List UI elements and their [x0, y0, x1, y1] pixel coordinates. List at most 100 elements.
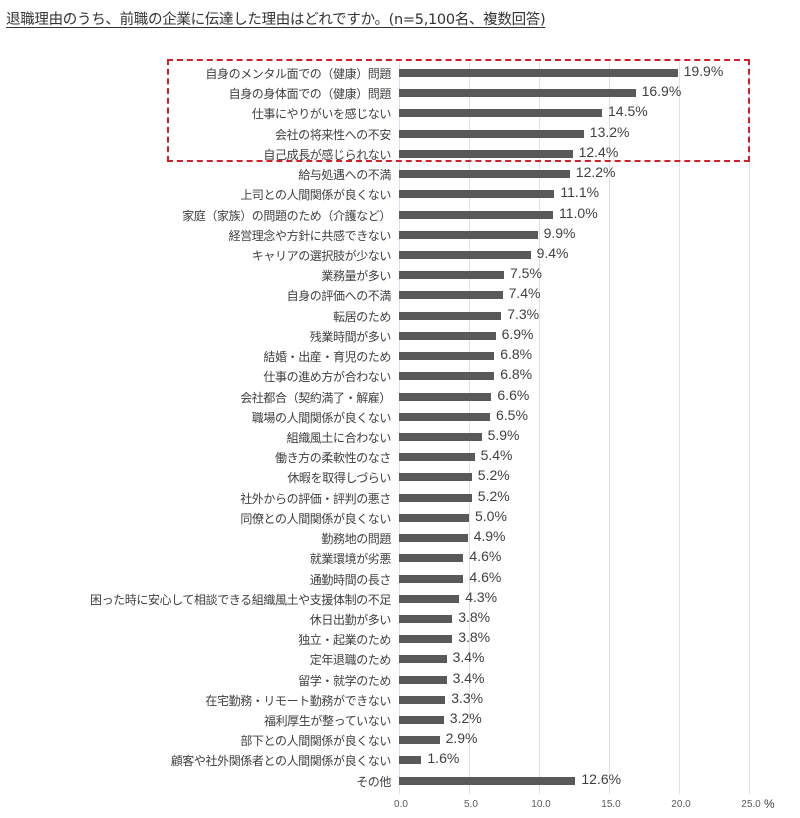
bar	[399, 190, 555, 199]
category-label: 職場の人間関係が良くない	[251, 410, 392, 425]
category-label: 顧客や社外関係者との人間関係が良くない	[170, 754, 392, 769]
value-label: 7.3%	[507, 305, 540, 322]
bar	[399, 170, 570, 179]
value-label: 6.8%	[500, 366, 533, 383]
bar-row: 仕事の進め方が合わない 6.8%	[0, 366, 800, 386]
bar	[399, 331, 496, 340]
category-label: 上司との人間関係が良くない	[240, 188, 391, 203]
value-label: 11.1%	[560, 184, 600, 201]
category-label: 勤務地の問題	[321, 532, 391, 547]
value-label: 3.2%	[449, 710, 482, 727]
category-label: 給与処遇への不満	[298, 168, 391, 183]
bar	[399, 776, 576, 785]
x-tick-label: 15.0	[601, 799, 621, 810]
bar	[399, 453, 475, 462]
bar-row: 働き方の柔軟性のなさ 5.4%	[0, 447, 800, 467]
value-label: 5.4%	[480, 447, 513, 464]
bar	[399, 635, 453, 644]
bar	[399, 230, 538, 239]
category-label: 就業環境が劣悪	[309, 552, 392, 567]
bar-row: 困った時に安心して相談できる組織風土や支援体制の不足 4.3%	[0, 589, 800, 609]
value-label: 5.9%	[487, 426, 520, 443]
category-label: 組織風土に合わない	[286, 430, 392, 445]
bar	[399, 271, 504, 280]
value-label: 13.2%	[589, 123, 630, 140]
value-label: 12.4%	[578, 143, 619, 160]
bar-row: 留学・就学のため 3.4%	[0, 670, 800, 690]
bar	[399, 392, 492, 401]
bar-row: その他 12.6%	[0, 771, 800, 791]
value-label: 11.0%	[559, 204, 598, 221]
category-label: 自身の評価への不満	[286, 289, 392, 304]
bar-row: 会社都合（契約満了・解雇） 6.6%	[0, 387, 800, 407]
bar	[399, 69, 678, 77]
value-label: 5.2%	[477, 487, 510, 504]
category-label: 働き方の柔軟性のなさ	[274, 451, 391, 466]
bar-row: 在宅勤務・リモート勤務ができない 3.3%	[0, 690, 800, 710]
x-tick-label: 0.0	[394, 799, 408, 810]
bar-row: 通勤時間の長さ 4.6%	[0, 569, 800, 589]
bar	[399, 716, 444, 725]
value-label: 3.8%	[458, 629, 491, 646]
bar	[399, 736, 440, 745]
bar-row: 経営理念や方針に共感できない 9.9%	[0, 225, 800, 245]
category-label: 経営理念や方針に共感できない	[228, 228, 392, 243]
value-label: 6.8%	[500, 346, 533, 363]
category-label: 通勤時間の長さ	[309, 572, 392, 587]
bar	[399, 513, 469, 522]
category-label: 休暇を取得しづらい	[287, 471, 391, 486]
bar-row: 転居のため 7.3%	[0, 306, 800, 326]
bar	[399, 594, 460, 603]
bar-row: 就業環境が劣悪 4.6%	[0, 548, 800, 568]
bar	[399, 432, 482, 441]
bar-row: 自身の評価への不満 7.4%	[0, 285, 800, 305]
category-label: 業務量が多い	[321, 269, 391, 284]
bar	[399, 291, 503, 300]
category-label: 自身のメンタル面での（健康）問題	[205, 67, 391, 81]
category-label: 部下との人間関係が良くない	[240, 734, 391, 749]
value-label: 19.9%	[683, 63, 724, 79]
value-label: 16.9%	[641, 83, 682, 100]
gridline	[609, 62, 610, 794]
bar-row: 社外からの評価・評判の悪さ 5.2%	[0, 488, 800, 508]
x-tick-label: 20.0	[671, 799, 691, 810]
bar-row: 上司との人間関係が良くない 11.1%	[0, 184, 800, 204]
bar	[399, 129, 584, 138]
gridline	[679, 62, 680, 794]
bar-row: 会社の将来性への不安 13.2%	[0, 124, 800, 144]
bar	[399, 473, 472, 482]
category-label: 会社の将来性への不安	[274, 127, 391, 142]
bar-row: 勤務地の問題 4.9%	[0, 528, 800, 548]
value-label: 3.3%	[451, 689, 484, 706]
bar	[399, 311, 502, 320]
category-label: 転居のため	[332, 309, 391, 324]
bar-row: 定年退職のため 3.4%	[0, 649, 800, 669]
bar-row: 家庭（家族）の問題のため（介護など） 11.0%	[0, 205, 800, 225]
gridline	[539, 62, 540, 794]
category-label: キャリアの選択肢が少ない	[251, 248, 392, 263]
category-label: 結婚・出産・育児のため	[263, 350, 391, 365]
x-tick-label: 25.0	[741, 799, 761, 810]
bar-row: 職場の人間関係が良くない 6.5%	[0, 407, 800, 427]
bar	[399, 149, 573, 158]
category-label: 独立・起業のため	[298, 633, 391, 648]
bar	[399, 493, 472, 502]
bar	[399, 574, 464, 583]
category-label: 福利厚生が整っていない	[263, 714, 391, 729]
bar	[399, 352, 495, 361]
bar	[399, 695, 446, 704]
value-label: 9.9%	[543, 224, 576, 241]
bar	[399, 109, 602, 118]
category-label: 仕事にやりがいを感じない	[251, 107, 392, 122]
bar-row: 休暇を取得しづらい 5.2%	[0, 467, 800, 487]
value-label: 3.8%	[458, 608, 491, 625]
bar-row: 組織風土に合わない 5.9%	[0, 427, 800, 447]
bar	[399, 372, 495, 381]
bar	[399, 412, 490, 421]
bar-row: 仕事にやりがいを感じない 14.5%	[0, 103, 800, 123]
value-label: 4.3%	[465, 588, 498, 605]
bar-row: 自身のメンタル面での（健康）問題 19.9%	[0, 63, 800, 83]
gridline	[469, 62, 470, 794]
bar-row: 結婚・出産・育児のため 6.8%	[0, 346, 800, 366]
bar	[399, 655, 447, 664]
